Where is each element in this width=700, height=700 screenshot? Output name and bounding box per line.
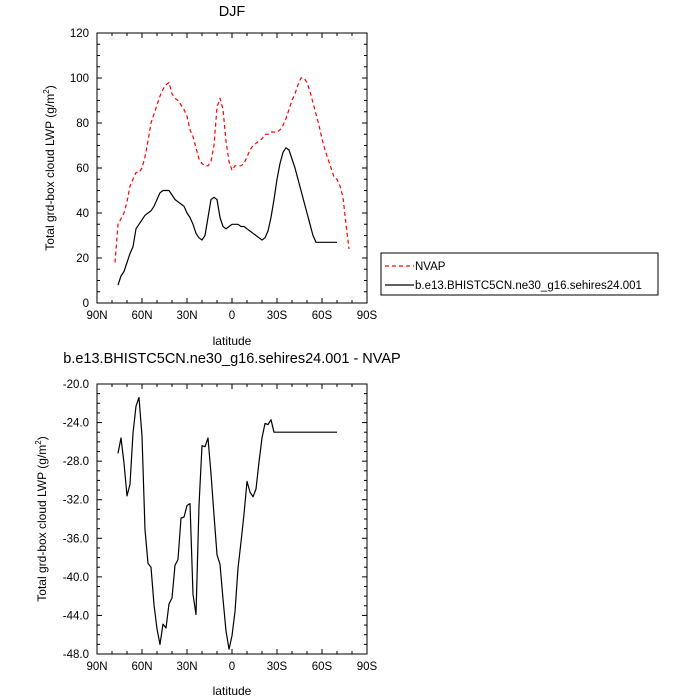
top-chart-series — [114, 77, 350, 286]
bottom-y-tick-label: -20.0 — [63, 379, 89, 391]
top-x-tick-label: 60S — [312, 310, 333, 322]
top-y-tick-label: 0 — [83, 298, 89, 310]
top-chart-ylabel: Total grd-box cloud LWP (g/m2) — [42, 85, 57, 250]
top-x-tick-label: 30N — [176, 310, 197, 322]
bottom-chart-xlabel: latitude — [213, 684, 252, 698]
bottom-chart-ylabel-sup: 2 — [34, 440, 43, 445]
top-chart-title: DJF — [219, 4, 246, 20]
bottom-series-line-0 — [117, 396, 337, 650]
bottom-y-tick-label: -24.0 — [63, 418, 89, 430]
bottom-y-tick-label: -28.0 — [63, 456, 89, 468]
bottom-y-tick-label: -32.0 — [63, 495, 89, 507]
bottom-chart-series — [117, 396, 337, 650]
bottom-y-tick-label: -44.0 — [63, 610, 89, 622]
bottom-chart-ylabel-end: ) — [35, 436, 49, 440]
legend-label-nvap: NVAP — [415, 261, 446, 273]
bottom-chart-ylabel: Total grd-box cloud LWP (g/m2) — [34, 436, 49, 601]
top-y-tick-label: 60 — [76, 163, 89, 175]
legend-label-model: b.e13.BHISTC5CN.ne30_g16.sehires24.001 — [415, 280, 642, 292]
bottom-x-tick-label: 30S — [267, 661, 288, 673]
bottom-x-tick-label: 60N — [131, 661, 152, 673]
bottom-chart-title: b.e13.BHISTC5CN.ne30_g16.sehires24.001 -… — [63, 351, 400, 367]
legend: NVAP b.e13.BHISTC5CN.ne30_g16.sehires24.… — [380, 252, 659, 296]
top-x-tick-label: 0 — [229, 310, 235, 322]
top-y-tick-label: 40 — [76, 208, 89, 220]
top-chart-ylabel-sup: 2 — [42, 89, 51, 94]
bottom-y-tick-label: -40.0 — [63, 572, 89, 584]
bottom-y-tick-label: -48.0 — [63, 649, 89, 661]
bottom-x-tick-label: 30N — [176, 661, 197, 673]
top-series-line-0 — [114, 77, 350, 263]
legend-box — [380, 252, 659, 296]
bottom-chart-ylabel-main: Total grd-box cloud LWP (g/m — [35, 445, 49, 602]
top-x-tick-label: 60N — [131, 310, 152, 322]
top-x-tick-label: 90N — [86, 310, 107, 322]
top-x-tick-label: 90S — [357, 310, 378, 322]
top-x-tick-label: 30S — [267, 310, 288, 322]
top-chart-ylabel-end: ) — [43, 85, 57, 89]
bottom-chart-axes: 90N 60N 30N 0 30S 60S 90S -48.0 -44.0 -40.0 -36.0 -… — [63, 379, 378, 673]
top-y-tick-label: 100 — [70, 73, 89, 85]
top-series-line-1 — [117, 147, 337, 286]
top-y-tick-label: 20 — [76, 253, 89, 265]
bottom-x-tick-label: 60S — [312, 661, 333, 673]
bottom-x-tick-label: 90N — [86, 661, 107, 673]
top-chart-ylabel-main: Total grd-box cloud LWP (g/m — [43, 94, 57, 251]
bottom-y-tick-label: -36.0 — [63, 533, 89, 545]
bottom-x-tick-label: 0 — [229, 661, 235, 673]
bottom-chart: b.e13.BHISTC5CN.ne30_g16.sehires24.001 -… — [34, 351, 401, 698]
top-chart-axes: 90N 60N 30N 0 30S 60S 90S 0 20 40 60 80 100 120 — [70, 28, 378, 322]
top-y-tick-label: 80 — [76, 118, 89, 130]
top-y-tick-label: 120 — [70, 28, 89, 40]
top-chart: DJF 90N 60N 30N 0 30S 60S 90S 0 20 40 60 80 100 120 l… — [42, 4, 659, 348]
bottom-x-tick-label: 90S — [357, 661, 378, 673]
top-chart-xlabel: latitude — [213, 334, 252, 348]
